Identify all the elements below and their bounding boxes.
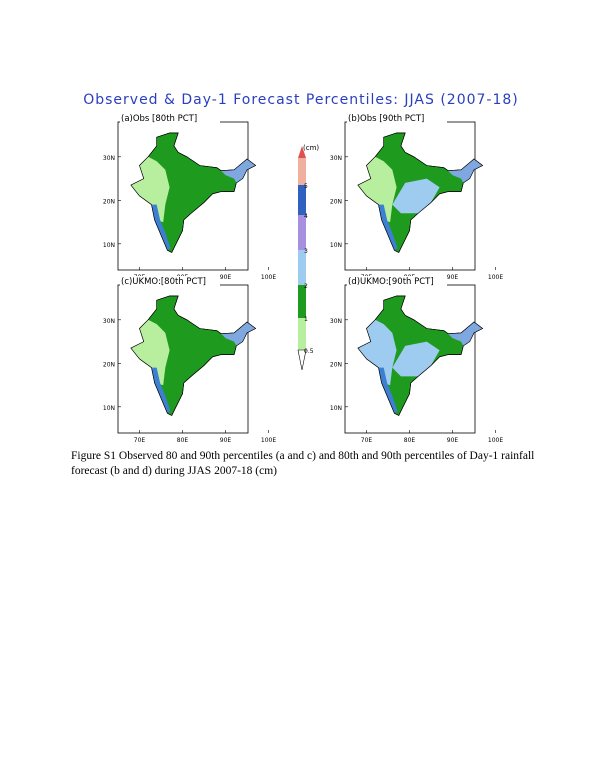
land-region	[392, 341, 440, 377]
figure-title: Observed & Day-1 Forecast Percentiles: J…	[83, 92, 519, 108]
lat-label: 30N	[330, 155, 342, 162]
lon-label: 70E	[134, 437, 146, 444]
lat-label: 10N	[330, 405, 342, 412]
colorbar-segment	[298, 285, 306, 318]
lat-label: 30N	[103, 155, 115, 162]
panel-label: (b)Obs [90th PCT]	[348, 114, 424, 124]
colorbar-arrow	[297, 349, 307, 371]
colorbar-segment	[298, 185, 306, 215]
lon-label: 100E	[488, 437, 503, 444]
lon-label: 80E	[404, 437, 416, 444]
border	[357, 132, 484, 253]
lat-label: 10N	[330, 242, 342, 249]
lon-label: 100E	[261, 437, 276, 444]
lat-label: 30N	[103, 318, 115, 325]
map-panel: (c)UKMO:[80th PCT] 30N 20N 10N 70E 80E 90E 100E	[103, 276, 276, 444]
land-region	[357, 156, 397, 223]
land-region	[357, 319, 397, 386]
land-region	[448, 159, 483, 183]
colorbar-label: 0.5	[304, 348, 314, 355]
land-region	[448, 322, 483, 346]
border	[130, 132, 257, 253]
colorbar-segment	[298, 215, 306, 250]
colorbar-label: 3	[304, 248, 308, 255]
lat-label: 20N	[103, 198, 115, 205]
figure: Observed & Day-1 Forecast Percentiles: J…	[83, 92, 519, 444]
lon-label: 80E	[177, 437, 189, 444]
colorbar: (cm) 0.5 1 2 3 4 5	[297, 144, 319, 371]
land-region	[392, 178, 440, 214]
caption: Figure S1 Observed 80 and 90th percentil…	[71, 450, 535, 477]
lon-label: 90E	[220, 274, 232, 281]
land-region	[151, 204, 171, 251]
panel-label-bg	[120, 113, 220, 123]
panel-label-bg	[347, 113, 447, 123]
map-panel: (d)UKMO:[90th PCT] 30N 20N 10N 70E 80E 90E 100E	[330, 276, 503, 444]
land-region	[130, 156, 170, 223]
panel-label: (d)UKMO:[90th PCT]	[348, 277, 434, 287]
colorbar-label: 1	[304, 316, 308, 323]
lon-label: 90E	[447, 274, 459, 281]
land-region	[130, 319, 170, 386]
land-region	[221, 159, 256, 183]
lat-label: 10N	[103, 405, 115, 412]
colorbar-label: 4	[304, 213, 308, 220]
lon-label: 100E	[488, 274, 503, 281]
panel-label: (c)UKMO:[80th PCT]	[121, 277, 206, 287]
colorbar-label: 5	[304, 183, 308, 190]
land-region	[151, 367, 171, 414]
lat-label: 10N	[103, 242, 115, 249]
panel-label: (a)Obs [80th PCT]	[121, 114, 197, 124]
colorbar-label: 2	[304, 283, 308, 290]
lat-label: 30N	[330, 318, 342, 325]
lat-label: 20N	[103, 361, 115, 368]
colorbar-segment	[298, 318, 306, 350]
lon-label: 70E	[361, 437, 373, 444]
colorbar-unit: (cm)	[303, 144, 319, 152]
land-region	[221, 322, 256, 346]
land-region	[378, 367, 398, 414]
panel-label-bg	[347, 276, 447, 286]
lon-label: 90E	[447, 437, 459, 444]
border	[357, 295, 484, 416]
lon-label: 90E	[220, 437, 232, 444]
panel-label-bg	[120, 276, 220, 286]
colorbar-segment	[298, 158, 306, 185]
colorbar-segment	[298, 250, 306, 285]
lon-label: 100E	[261, 274, 276, 281]
lat-label: 20N	[330, 198, 342, 205]
colorbar-arrow	[298, 146, 306, 158]
border	[130, 295, 257, 416]
land-region	[378, 204, 398, 251]
lat-label: 20N	[330, 361, 342, 368]
